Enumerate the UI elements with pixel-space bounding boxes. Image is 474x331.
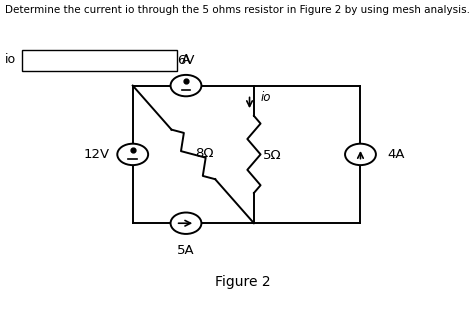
Circle shape: [171, 213, 201, 234]
Text: A: A: [182, 53, 191, 66]
Text: 5A: 5A: [177, 244, 195, 257]
Text: io: io: [5, 53, 16, 66]
Text: 12V: 12V: [84, 148, 110, 161]
Text: 4A: 4A: [387, 148, 405, 161]
Circle shape: [171, 75, 201, 96]
Text: 5Ω: 5Ω: [263, 149, 282, 162]
Circle shape: [117, 144, 148, 165]
Text: io: io: [261, 91, 271, 104]
Text: 8Ω: 8Ω: [195, 147, 214, 160]
FancyBboxPatch shape: [22, 50, 177, 71]
Circle shape: [345, 144, 376, 165]
Text: Determine the current io through the 5 ohms resistor in Figure 2 by using mesh a: Determine the current io through the 5 o…: [5, 5, 470, 15]
Text: Figure 2: Figure 2: [215, 275, 271, 290]
Text: 6V: 6V: [177, 54, 195, 67]
